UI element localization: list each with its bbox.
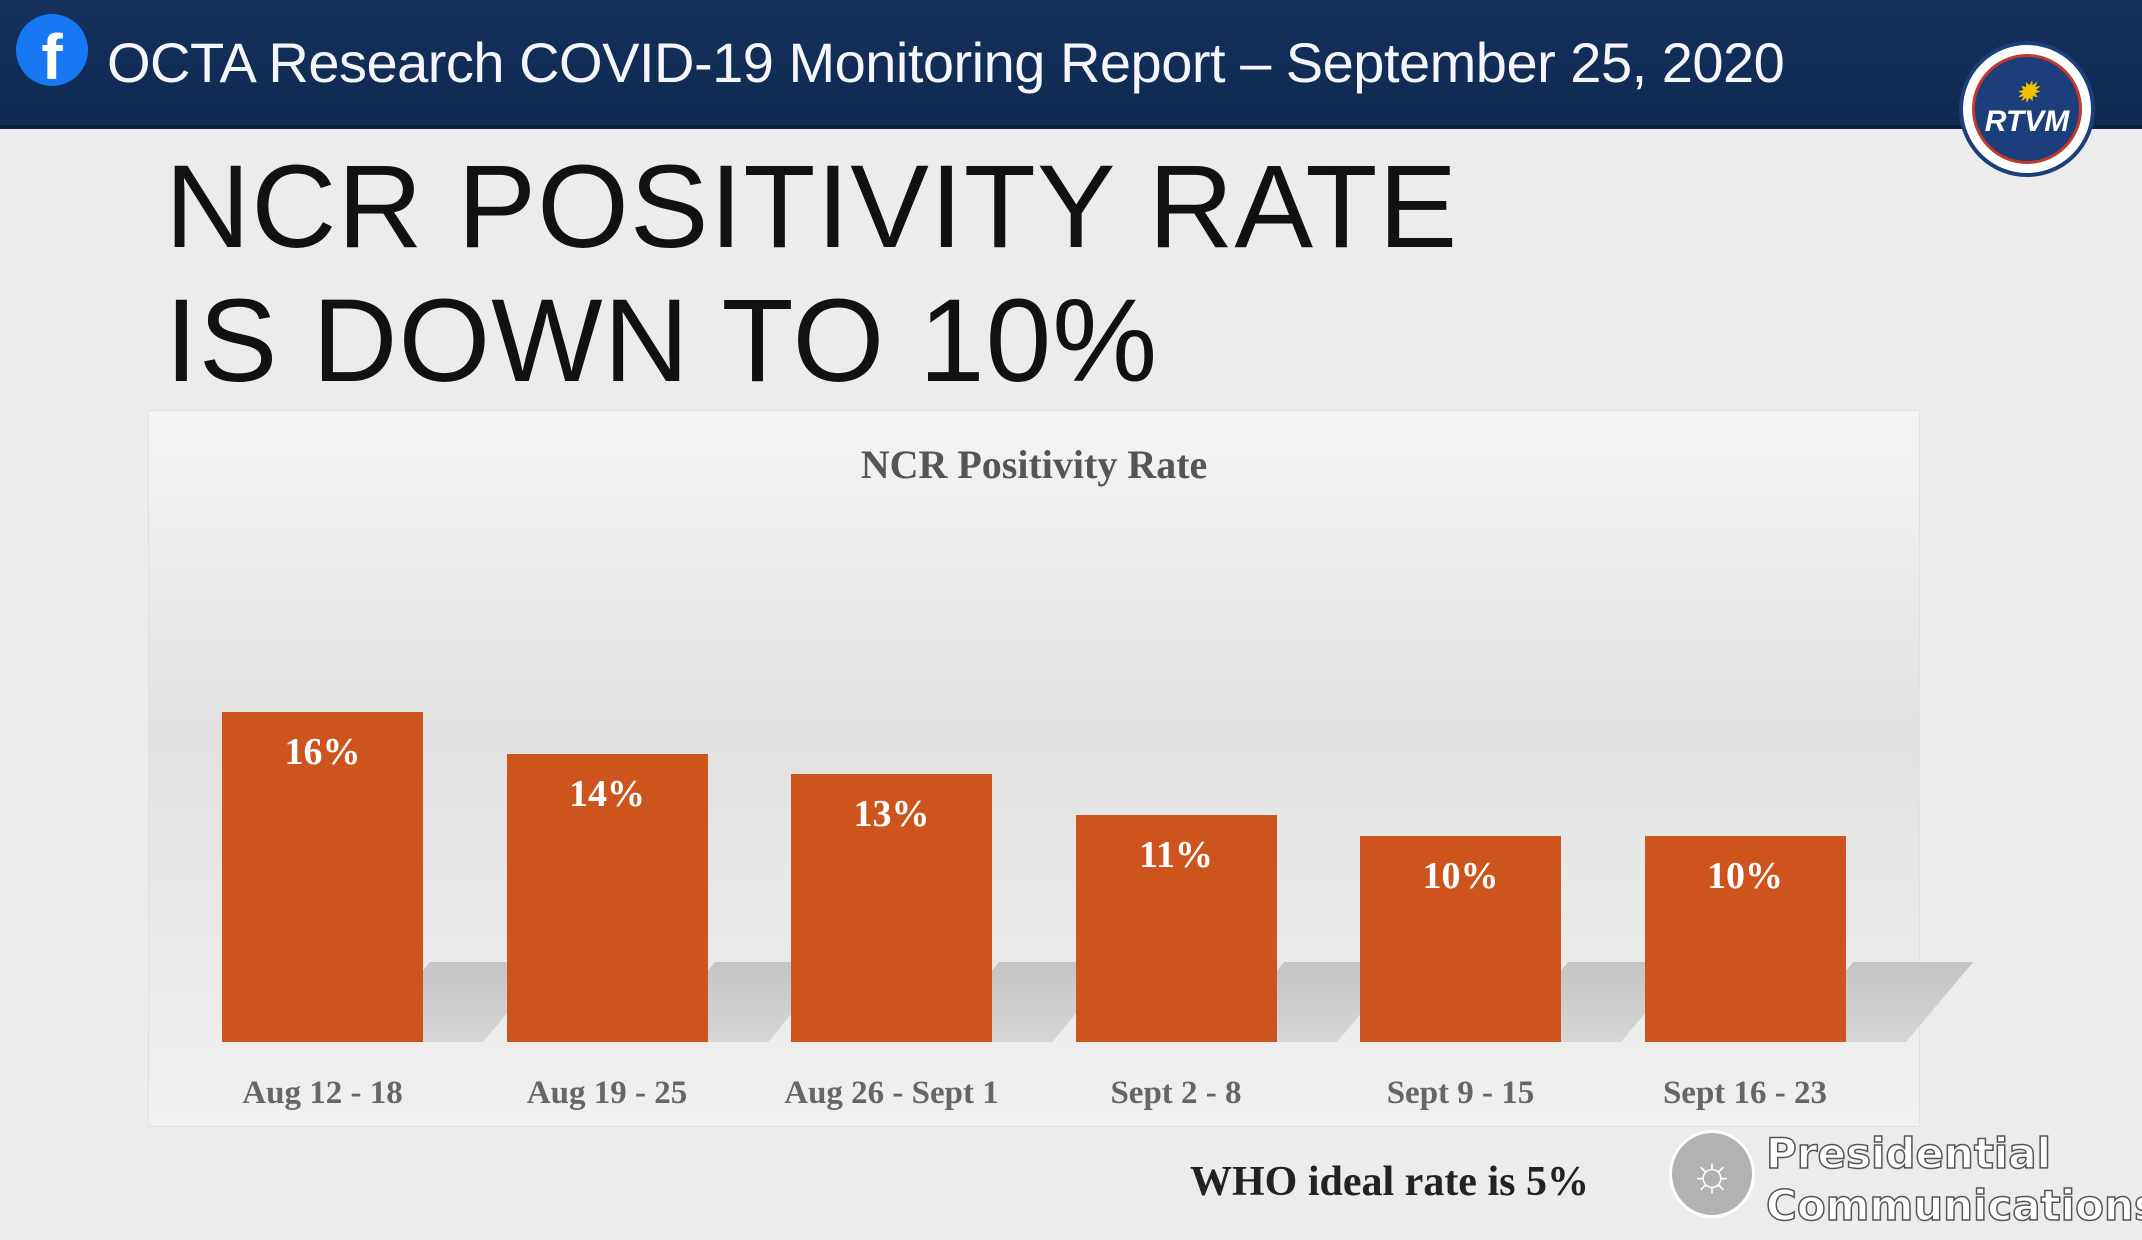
header-bar: f OCTA Research COVID-19 Monitoring Repo… bbox=[0, 0, 2142, 129]
data-label: 10% bbox=[1707, 855, 1783, 897]
watermark-line-2: Communications bbox=[1765, 1181, 2142, 1231]
watermark-line-1: Presidential bbox=[1765, 1129, 2052, 1179]
bar bbox=[1360, 836, 1561, 1042]
data-label: 16% bbox=[284, 731, 361, 774]
who-note: WHO ideal rate is 5% bbox=[1190, 1159, 1589, 1205]
data-label: 10% bbox=[1422, 855, 1499, 897]
chart-title: NCR Positivity Rate bbox=[860, 442, 1208, 487]
data-label: 13% bbox=[853, 793, 930, 836]
x-tick-label: Aug 19 - 25 bbox=[526, 1075, 688, 1111]
x-tick-label: Sept 9 - 15 bbox=[1386, 1075, 1535, 1111]
bar bbox=[222, 712, 423, 1042]
bar bbox=[506, 753, 708, 1042]
data-label: 14% bbox=[569, 772, 645, 815]
x-tick-label: Sept 2 - 8 bbox=[1110, 1075, 1242, 1111]
data-label: 11% bbox=[1139, 834, 1213, 877]
bar bbox=[1644, 836, 1846, 1042]
x-tick-label: Aug 26 - Sept 1 bbox=[784, 1075, 999, 1111]
bar bbox=[1075, 815, 1277, 1042]
presidential-communications-seal-icon: ☼ bbox=[1669, 1130, 1755, 1218]
rtvm-logo: ✹ RTVM bbox=[1959, 41, 2095, 177]
headline: NCR POSITIVITY RATE IS DOWN TO 10% bbox=[165, 140, 1458, 408]
bar-chart: NCR Positivity Rate 16% Aug 12 - 18 14% Aug… bbox=[148, 410, 1973, 1127]
bar bbox=[791, 774, 992, 1042]
headline-line-2: IS DOWN TO 10% bbox=[165, 275, 1159, 407]
x-tick-label: Aug 12 - 18 bbox=[242, 1075, 403, 1111]
headline-line-1: NCR POSITIVITY RATE bbox=[165, 141, 1459, 273]
report-title: OCTA Research COVID-19 Monitoring Report… bbox=[107, 31, 1785, 94]
facebook-icon: f bbox=[16, 14, 88, 86]
x-tick-label: Sept 16 - 23 bbox=[1662, 1075, 1828, 1111]
